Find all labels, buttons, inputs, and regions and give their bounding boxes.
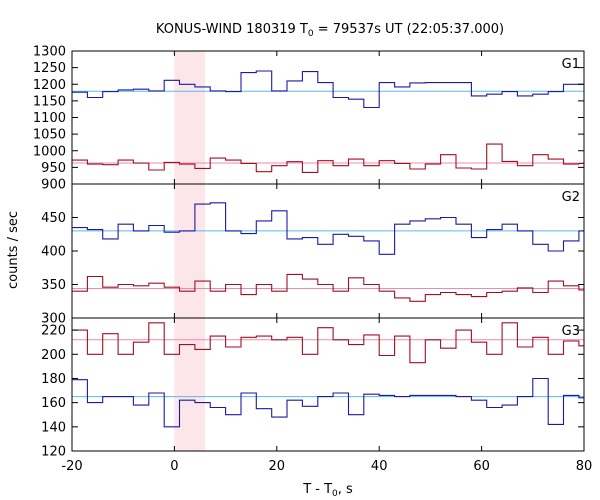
y-tick-label: 450 — [41, 211, 66, 226]
panel-label: G1 — [562, 57, 580, 72]
panel-label: G2 — [562, 190, 580, 205]
y-tick-label: 1250 — [33, 61, 66, 76]
y-tick-label: 400 — [41, 245, 66, 260]
y-tick-label: 900 — [41, 178, 66, 193]
chart-title: KONUS-WIND 180319 T0 = 79537s UT (22:05:… — [156, 22, 504, 39]
y-tick-label: 140 — [41, 420, 66, 435]
y-axis-label: counts / sec — [6, 211, 21, 289]
y-tick-label: 120 — [41, 445, 66, 460]
histogram-g3-red — [72, 322, 584, 364]
histogram-g2-blue — [72, 202, 584, 255]
x-tick-label: -20 — [61, 459, 82, 474]
y-tick-label: 220 — [41, 324, 66, 339]
histogram-g2-red — [72, 273, 584, 302]
panel-label: G3 — [562, 324, 580, 339]
histogram-g3-blue — [72, 377, 584, 428]
x-tick-label: 60 — [473, 459, 490, 474]
panel-g3: 120 140 160 180 200 220 G3 — [41, 317, 585, 460]
x-tick-label: 20 — [269, 459, 286, 474]
y-tick-label: 160 — [41, 396, 66, 411]
y-tick-label: 950 — [41, 161, 66, 176]
y-tick-label: 1050 — [33, 128, 66, 143]
y-tick-label: 180 — [41, 372, 66, 387]
x-tick-label: 40 — [371, 459, 388, 474]
y-tick-label: 1100 — [33, 111, 66, 126]
y-tick-label: 1000 — [33, 144, 66, 159]
histogram-g1-blue — [72, 70, 584, 109]
histogram-g1-red — [72, 143, 584, 173]
panel-g2: 300 350 400 450 G2 — [41, 183, 585, 327]
y-tick-label: 1200 — [33, 78, 66, 93]
panel-frame — [71, 317, 585, 452]
x-tick-label: 80 — [576, 459, 593, 474]
y-tick-label: 200 — [41, 348, 66, 363]
y-tick-label: 300 — [41, 312, 66, 327]
panel-frame — [71, 183, 585, 319]
x-tick-label: 0 — [170, 459, 178, 474]
y-tick-label: 1300 — [33, 45, 66, 60]
y-tick-label: 350 — [41, 278, 66, 293]
x-axis-label: T - T0, s — [302, 482, 353, 499]
highlight-interval — [174, 51, 206, 451]
y-tick-label: 1150 — [33, 94, 66, 109]
